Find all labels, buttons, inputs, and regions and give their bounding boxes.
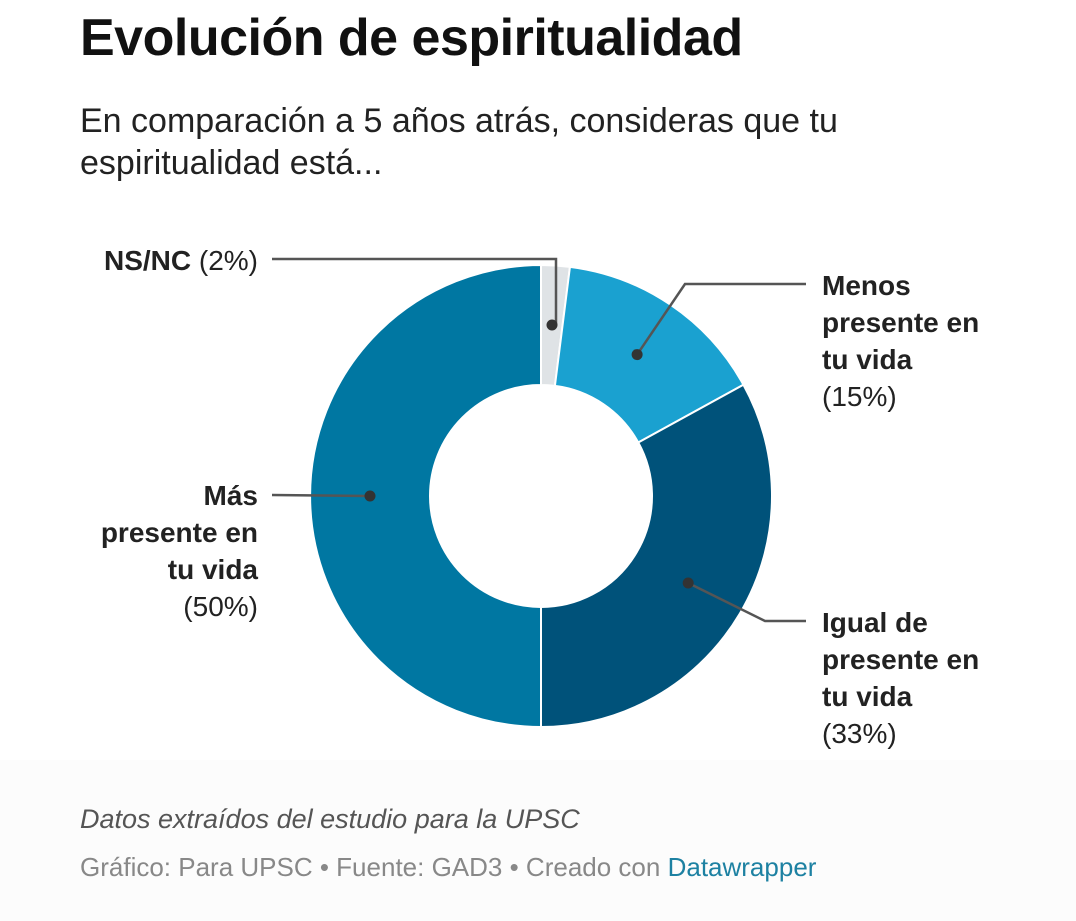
labels-group: NS/NC (2%) Menos presente en tu vida (15%) Ig…	[101, 245, 979, 749]
slice-label-name: Menos	[822, 270, 911, 301]
leader-line	[687, 581, 806, 623]
slice-label-value: (50%)	[183, 591, 258, 622]
slice-label: Igual de presente en tu vida (33%)	[822, 607, 979, 749]
slice-label-name: Igual de	[822, 607, 928, 638]
slice-label-value: (2%)	[199, 245, 258, 276]
slice-igual-de-presente-en-tu-vida[interactable]	[540, 383, 773, 729]
donut-chart: NS/NC (2%) Menos presente en tu vida (15%) Ig…	[101, 245, 979, 749]
slice-label: NS/NC (2%)	[104, 245, 258, 276]
slice-label-name: presente en	[822, 307, 979, 338]
slice-label-name: Más	[204, 480, 258, 511]
leader-dot	[631, 349, 643, 361]
leader-dot	[682, 577, 694, 589]
slice-label-name: tu vida	[822, 681, 913, 712]
chart-title: Evolución de espiritualidad	[80, 9, 743, 67]
leader-line	[272, 257, 558, 325]
chart-subtitle: En comparación a 5 años atrás, considera…	[80, 102, 838, 182]
slices-group	[309, 263, 773, 729]
slice-label: Menos presente en tu vida (15%)	[822, 270, 979, 412]
chart-notes: Datos extraídos del estudio para la UPSC	[80, 804, 580, 834]
slice-m-s-presente-en-tu-vida[interactable]	[309, 263, 542, 729]
byline-text: Gráfico: Para UPSC • Fuente: GAD3 • Crea…	[80, 852, 668, 882]
slice-menos-presente-en-tu-vida[interactable]	[553, 265, 745, 444]
leader-line	[636, 282, 806, 356]
leader-line	[271, 493, 371, 498]
datawrapper-link[interactable]: Datawrapper	[667, 852, 817, 882]
slice-label-value: (33%)	[822, 718, 897, 749]
slice-label-name: NS/NC	[104, 245, 199, 276]
leader-dot	[546, 319, 558, 331]
slice-label-name: presente en	[822, 644, 979, 675]
leader-dot	[364, 490, 376, 502]
footer	[0, 760, 1076, 921]
chart-byline: Gráfico: Para UPSC • Fuente: GAD3 • Crea…	[80, 852, 816, 883]
slice-label: Más presente en tu vida (50%)	[101, 480, 259, 622]
slice-label-value: (15%)	[822, 381, 897, 412]
slice-label-name: tu vida	[168, 554, 259, 585]
slice-label-name: presente en	[101, 517, 258, 548]
slice-label-name: tu vida	[822, 344, 913, 375]
